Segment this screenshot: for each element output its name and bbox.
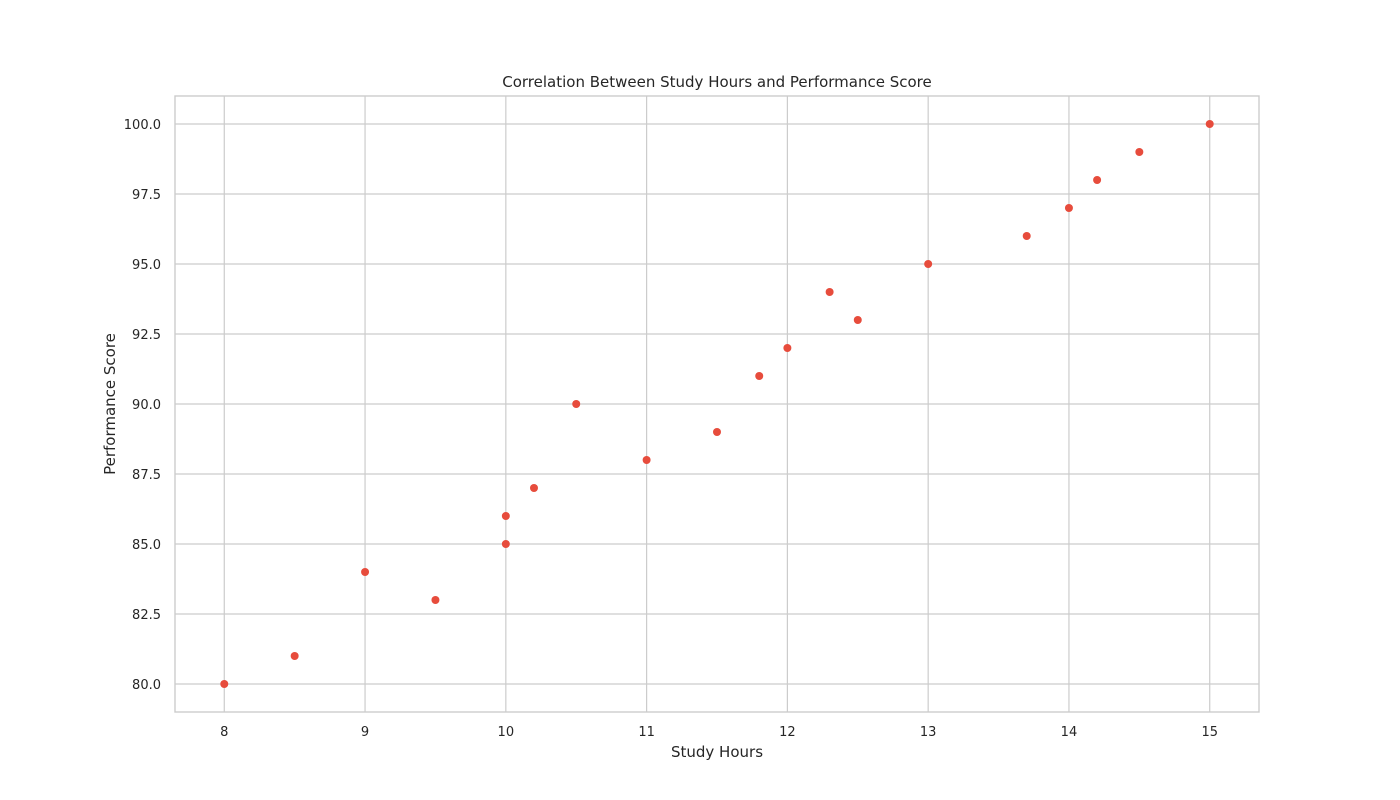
x-tick-label: 9 [361,725,369,740]
data-point [501,540,510,548]
data-point [924,260,933,268]
tick-labels: 8 9 10 11 12 13 14 15 80.0 82.5 85.0 87.5 90.0 92.5 95… [124,118,1218,740]
data-point [431,596,440,604]
data-points [220,120,1214,688]
y-tick-label: 97.5 [132,188,161,203]
data-point [1022,232,1031,240]
data-point [1093,176,1102,184]
x-tick-label: 10 [498,725,515,740]
data-point [755,372,764,380]
data-point [853,316,862,324]
data-point [783,344,792,352]
data-point [825,288,834,296]
data-point [713,428,721,436]
y-tick-label: 92.5 [132,328,161,343]
y-tick-label: 87.5 [132,468,161,483]
y-tick-label: 85.0 [132,538,161,553]
y-tick-label: 90.0 [132,398,161,413]
x-tick-label: 15 [1201,725,1218,740]
data-point [290,652,299,660]
grid [175,96,1259,712]
y-tick-label: 100.0 [124,118,161,133]
x-tick-label: 14 [1061,725,1078,740]
plot-area-frame [174,95,1260,713]
x-tick-label: 13 [920,725,937,740]
data-point [642,456,651,464]
data-point [1064,204,1073,212]
data-point [572,400,581,408]
y-tick-label: 80.0 [132,678,161,693]
data-point [220,680,229,688]
x-tick-label: 11 [638,725,655,740]
x-axis-label: Study Hours [671,743,763,761]
y-tick-label: 95.0 [132,258,161,273]
chart-title: Correlation Between Study Hours and Perf… [502,73,932,91]
y-tick-label: 82.5 [132,608,161,623]
x-tick-label: 8 [220,725,228,740]
data-point [361,568,370,576]
y-axis-label: Performance Score [101,333,119,475]
x-tick-label: 12 [779,725,796,740]
data-point [1205,120,1214,128]
data-point [501,512,510,520]
data-point [1135,148,1144,156]
data-point [529,484,538,492]
